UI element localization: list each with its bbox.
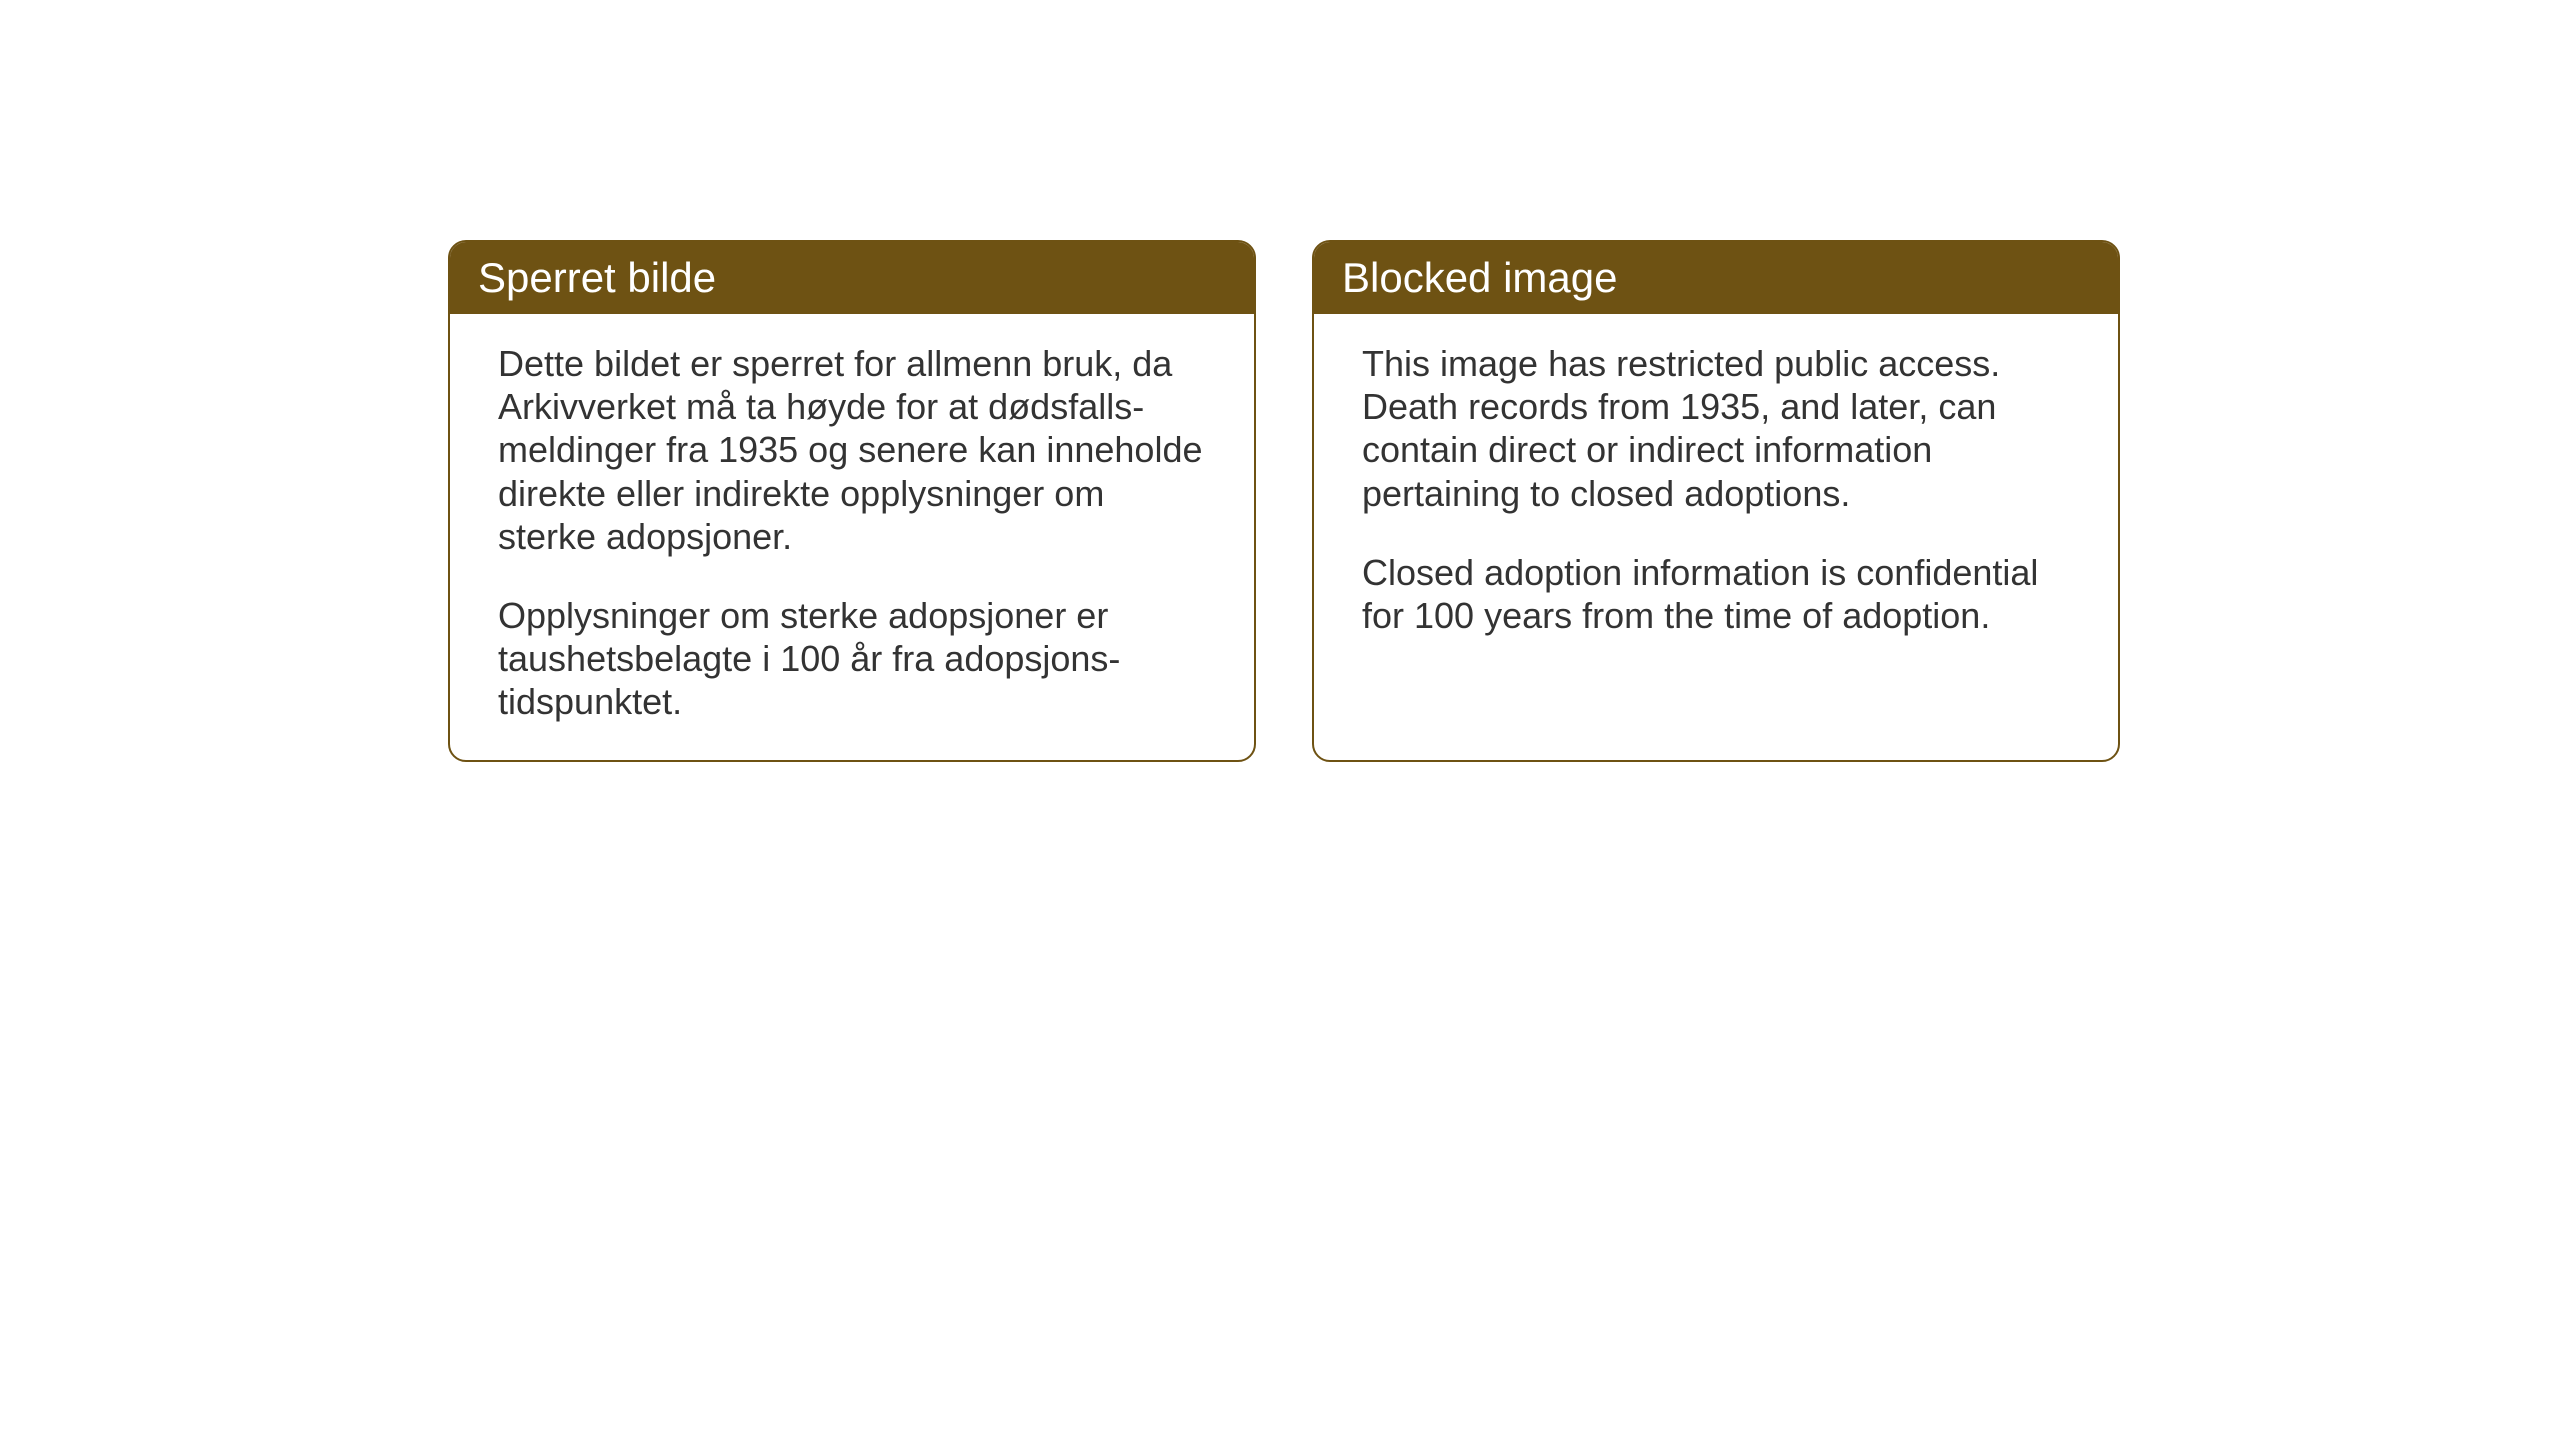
card-paragraph-1-norwegian: Dette bildet er sperret for allmenn bruk…	[498, 342, 1206, 558]
notice-card-english: Blocked image This image has restricted …	[1312, 240, 2120, 762]
card-paragraph-2-english: Closed adoption information is confident…	[1362, 551, 2070, 637]
card-paragraph-2-norwegian: Opplysninger om sterke adopsjoner er tau…	[498, 594, 1206, 724]
card-header-english: Blocked image	[1314, 242, 2118, 314]
card-header-norwegian: Sperret bilde	[450, 242, 1254, 314]
card-paragraph-1-english: This image has restricted public access.…	[1362, 342, 2070, 515]
notice-card-norwegian: Sperret bilde Dette bildet er sperret fo…	[448, 240, 1256, 762]
notice-container: Sperret bilde Dette bildet er sperret fo…	[448, 240, 2120, 762]
card-body-english: This image has restricted public access.…	[1314, 314, 2118, 673]
card-title-english: Blocked image	[1342, 254, 1617, 301]
card-title-norwegian: Sperret bilde	[478, 254, 716, 301]
card-body-norwegian: Dette bildet er sperret for allmenn bruk…	[450, 314, 1254, 760]
